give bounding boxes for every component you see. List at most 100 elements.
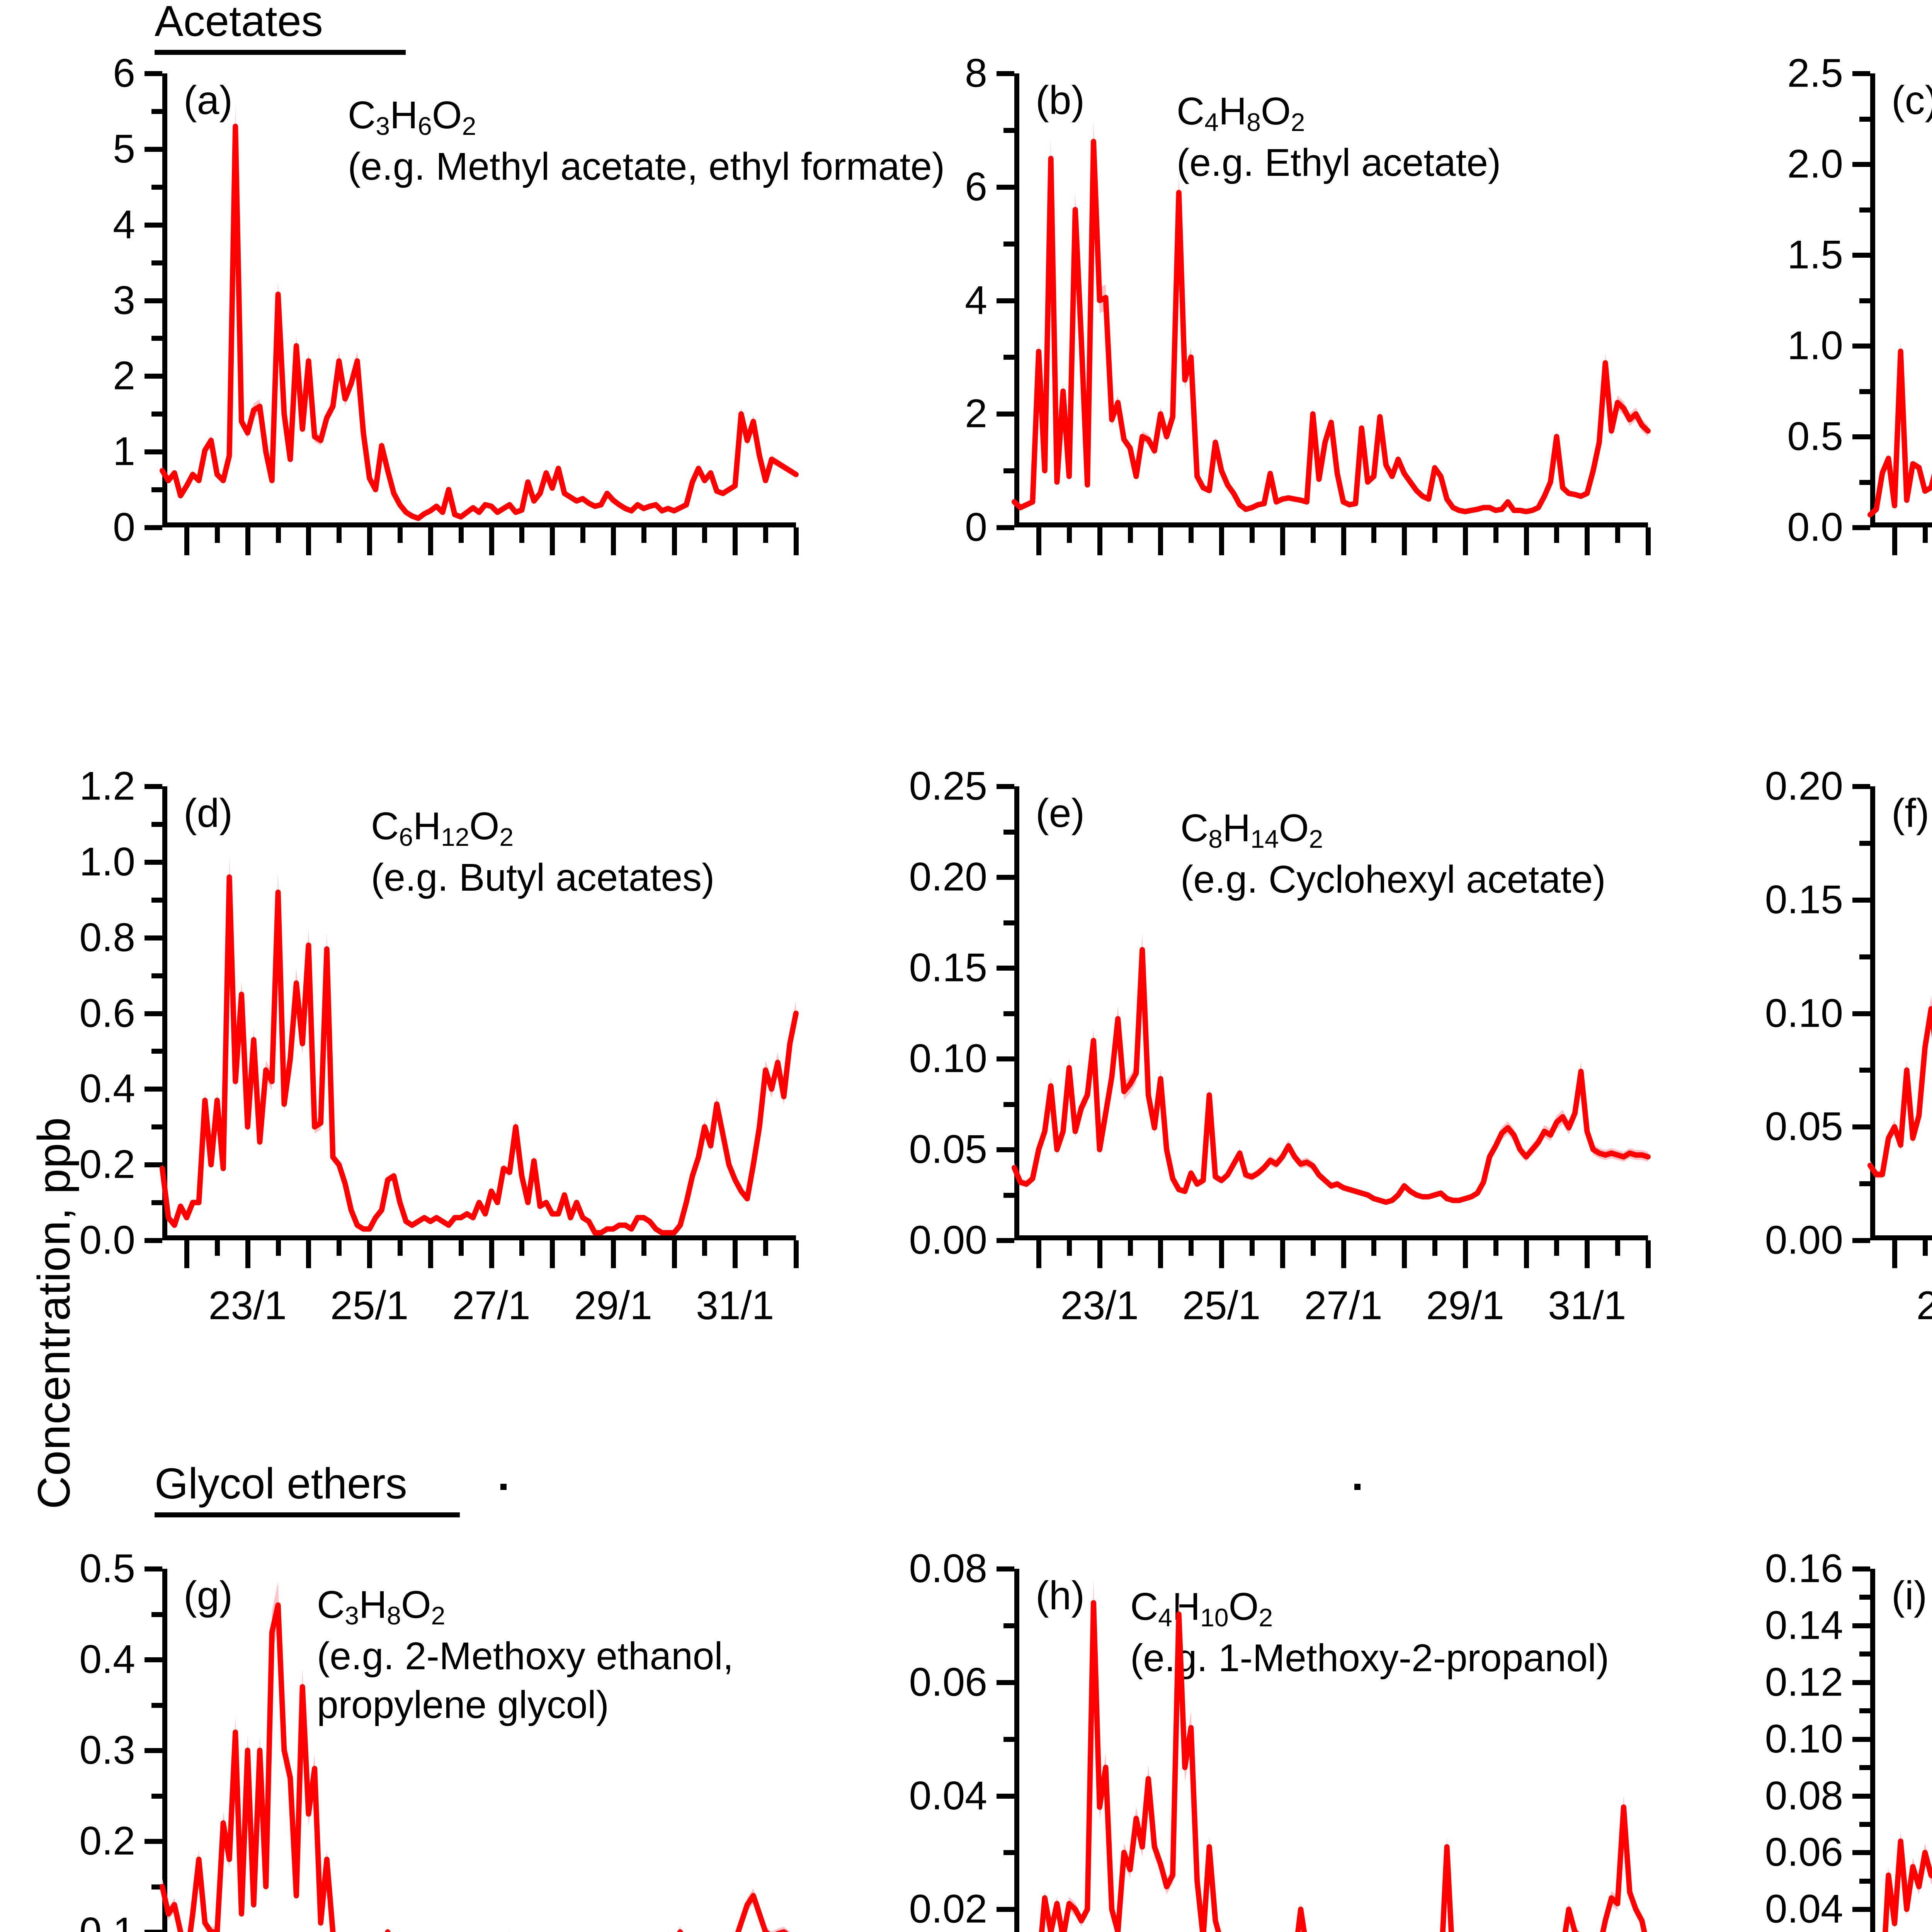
y-tick-minor: [1003, 920, 1014, 925]
x-tick-minor: [1432, 527, 1438, 543]
y-tick-minor: [151, 1612, 162, 1617]
y-tick-label: 0.5: [79, 1546, 135, 1591]
y-tick: [997, 525, 1014, 530]
x-tick-major: [1036, 527, 1042, 555]
x-tick-minor: [458, 527, 464, 543]
y-tick-label: 0.05: [1765, 1104, 1843, 1149]
y-tick-label: 0.20: [1765, 764, 1843, 809]
y-tick-minor: [151, 487, 162, 493]
y-tick-label: 0.5: [1787, 414, 1843, 459]
x-tick-major: [1402, 1240, 1407, 1268]
example-compounds: (e.g. 1-Methoxy-2-propanol): [1130, 1636, 1609, 1680]
x-tick-major: [489, 1240, 494, 1268]
y-tick: [145, 1087, 162, 1092]
chart-panel-d: 0.0 0.2 0.4 0.6 0.8 1.0 1.2 23/1 25/1 27/1 29/1 31/…: [79, 764, 799, 1328]
x-tick-major: [672, 527, 677, 555]
y-tick: [145, 298, 162, 303]
y-tick-label: 0.4: [79, 1637, 135, 1682]
x-tick-minor: [1432, 1240, 1438, 1256]
y-tick-minor: [1003, 829, 1014, 835]
chart-panel-i: 0.000.020.040.060.080.100.120.140.16(i)C…: [1765, 1546, 1932, 1932]
x-tick-major: [184, 527, 190, 555]
x-tick-major: [1036, 1240, 1042, 1268]
x-tick-minor: [580, 527, 586, 543]
chart-panel-g: 0.00.10.20.30.40.5(g)C3H8O2(e.g. 2-Metho…: [79, 1546, 796, 1932]
x-tick-label: 23/1: [1060, 1283, 1139, 1328]
x-tick-label: 23/1: [208, 1283, 287, 1328]
y-tick-minor: [1859, 1821, 1870, 1827]
x-tick-major: [1524, 527, 1529, 555]
y-tick-label: 0.04: [909, 1773, 987, 1818]
x-tick-minor: [337, 1240, 342, 1256]
x-tick-major: [1463, 527, 1468, 555]
x-tick-major: [611, 527, 616, 555]
molecular-formula: C3H6O2: [348, 94, 476, 141]
y-tick-label: 0.0: [1787, 505, 1843, 550]
y-tick: [145, 1566, 162, 1571]
x-tick-major: [306, 1240, 311, 1268]
x-tick-label: 31/1: [1548, 1283, 1626, 1328]
y-tick: [1852, 1793, 1870, 1799]
panel-annotation: C3H8O2 (e.g. 2-Methoxy ethanol, propylene …: [317, 1580, 733, 1729]
y-tick-label: 0.08: [1765, 1773, 1843, 1818]
y-tick-label: 3: [113, 278, 135, 323]
y-tick-label: 5: [113, 126, 135, 172]
uncertainty-band: [162, 857, 796, 1234]
x-tick-minor: [276, 1240, 281, 1256]
plot-frame: [1014, 1569, 1648, 1932]
y-tick: [1852, 897, 1870, 903]
x-tick-minor: [1554, 527, 1560, 543]
y-tick: [145, 222, 162, 228]
series-plot: [1883, 1831, 1932, 1932]
x-tick-major: [1097, 1240, 1102, 1268]
y-tick: [997, 1566, 1014, 1571]
x-tick-minor: [1250, 527, 1255, 543]
y-tick-label: 8: [965, 51, 987, 96]
y-tick-minor: [1859, 1651, 1870, 1657]
panel-annotation: C8H14O2 (e.g. Cyclohexyl acetate): [1180, 804, 1606, 904]
data-line: [1867, 349, 1932, 518]
x-tick-minor: [1371, 1240, 1377, 1256]
panel-tag: (g): [184, 1573, 233, 1618]
x-tick-minor: [641, 1240, 646, 1256]
x-tick-minor: [1922, 527, 1928, 543]
y-tick-minor: [151, 897, 162, 903]
x-tick-minor: [1066, 527, 1072, 543]
y-tick-label: 1: [113, 429, 135, 474]
y-tick: [997, 1056, 1014, 1061]
molecular-formula: C8H14O2: [1180, 806, 1323, 854]
y-tick-label: 2: [113, 353, 135, 398]
y-tick-label: 0.6: [79, 991, 135, 1036]
y-tick-minor: [1859, 1708, 1870, 1714]
data-line: [160, 1602, 789, 1932]
y-tick-minor: [151, 1702, 162, 1708]
x-tick-minor: [276, 527, 281, 543]
example-compounds: (e.g. Cyclohexyl acetate): [1180, 858, 1606, 901]
panel-annotation: C4H8O2 (e.g. Ethyl acetate): [1177, 87, 1501, 187]
panel-tag: (i): [1891, 1573, 1927, 1618]
panel-annotation: C3H6O2 (e.g. Methyl acetate, ethyl format…: [348, 91, 945, 191]
y-tick-label: 4: [113, 202, 135, 247]
y-tick-minor: [1859, 1181, 1870, 1187]
x-tick-major: [428, 1240, 433, 1268]
x-tick-minor: [337, 527, 342, 543]
y-tick-label: 0.2: [79, 1818, 135, 1864]
y-tick: [1852, 162, 1870, 167]
y-axis-title: Concentration, ppb: [29, 1117, 80, 1509]
x-tick-minor: [1189, 527, 1194, 543]
y-tick-label: 0.2: [79, 1142, 135, 1187]
y-tick: [997, 966, 1014, 971]
y-tick-label: 0.00: [909, 1218, 987, 1263]
x-tick-major: [1280, 1240, 1285, 1268]
x-tick-minor: [519, 1240, 525, 1256]
panel-tag: (b): [1036, 78, 1085, 123]
x-tick-minor: [763, 1240, 769, 1256]
plot-frame: [1014, 786, 1648, 1240]
x-tick-label: 23/1: [1916, 1283, 1932, 1328]
y-tick-label: 2: [965, 391, 987, 436]
x-tick-major: [1158, 1240, 1163, 1268]
y-tick-label: 4: [965, 278, 987, 323]
y-tick: [145, 859, 162, 865]
y-tick-label: 0.15: [909, 945, 987, 990]
